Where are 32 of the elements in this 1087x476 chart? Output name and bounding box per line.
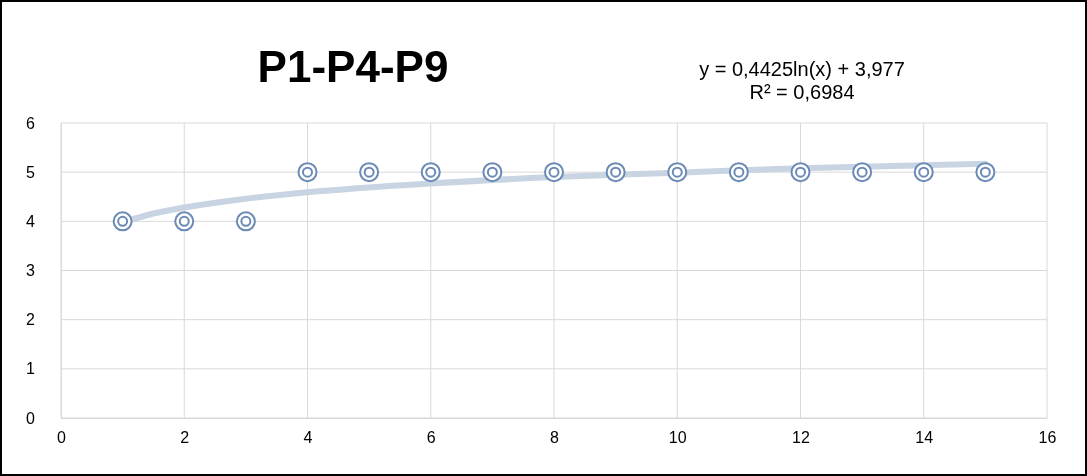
x-tick-label: 10 (668, 429, 687, 447)
x-tick-label: 14 (915, 429, 934, 447)
point (852, 162, 873, 183)
point (728, 162, 749, 183)
y-tick-label: 6 (26, 114, 36, 132)
point (297, 162, 318, 183)
text: y = 0,4425ln(x) + 3,977 (699, 58, 905, 80)
point (359, 162, 380, 183)
point (913, 162, 934, 183)
point (420, 162, 441, 183)
x-tick-label: 16 (1038, 429, 1057, 447)
point (605, 162, 626, 183)
point (975, 162, 996, 183)
y-tick-label: 5 (26, 163, 36, 181)
chart-title: P1-P4-P9 (257, 42, 449, 91)
x-tick-label: 0 (57, 429, 67, 447)
x-tick-label: 8 (550, 429, 560, 447)
text: R² = 0,6984 (749, 81, 855, 103)
x-tick-label: 12 (792, 429, 810, 447)
point (482, 162, 503, 183)
x-tick-label: 6 (426, 429, 436, 447)
point (174, 211, 195, 232)
point (235, 211, 256, 232)
x-tick-label: 4 (303, 429, 313, 447)
point (790, 162, 811, 183)
y-tick-label: 3 (26, 262, 36, 280)
y-tick-label: 0 (26, 409, 36, 427)
y-tick-label: 2 (26, 311, 36, 329)
y-tick-label: 4 (26, 212, 36, 230)
point (544, 162, 564, 183)
x-tick-label: 2 (180, 429, 190, 447)
y-tick-label: 1 (26, 360, 36, 378)
